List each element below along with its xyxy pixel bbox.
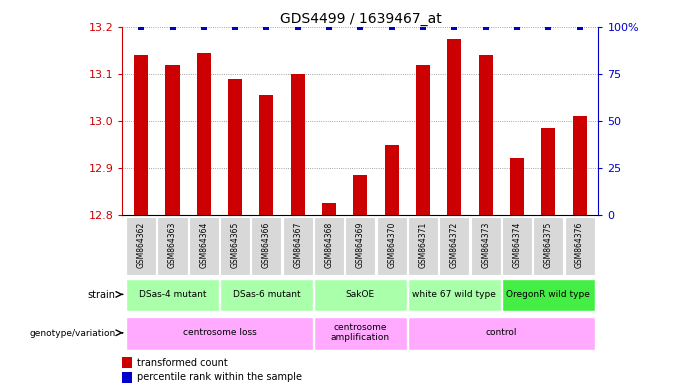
- Point: [511, 24, 522, 30]
- Bar: [510, 158, 524, 215]
- Bar: [408, 279, 500, 311]
- Text: DSas-6 mutant: DSas-6 mutant: [233, 290, 301, 299]
- Bar: [228, 79, 242, 215]
- Bar: [134, 55, 148, 215]
- Bar: [471, 217, 500, 275]
- Text: percentile rank within the sample: percentile rank within the sample: [137, 372, 302, 382]
- Text: centrosome
amplification: centrosome amplification: [331, 323, 390, 343]
- Text: GSM864374: GSM864374: [513, 222, 522, 268]
- Text: genotype/variation: genotype/variation: [29, 329, 116, 338]
- Bar: [447, 39, 462, 215]
- Point: [418, 24, 428, 30]
- Text: OregonR wild type: OregonR wild type: [507, 290, 590, 299]
- Text: GSM864366: GSM864366: [262, 222, 271, 268]
- Bar: [345, 217, 375, 275]
- Text: GSM864362: GSM864362: [137, 222, 146, 268]
- Point: [386, 24, 397, 30]
- Bar: [479, 55, 493, 215]
- Bar: [220, 217, 250, 275]
- Point: [230, 24, 241, 30]
- Bar: [252, 217, 282, 275]
- Text: SakOE: SakOE: [346, 290, 375, 299]
- Text: GSM864363: GSM864363: [168, 222, 177, 268]
- Bar: [126, 217, 156, 275]
- Point: [292, 24, 303, 30]
- Text: GSM864375: GSM864375: [544, 222, 553, 268]
- Text: GSM864364: GSM864364: [199, 222, 208, 268]
- Point: [449, 24, 460, 30]
- Bar: [416, 65, 430, 215]
- Point: [543, 24, 554, 30]
- Text: GSM864373: GSM864373: [481, 222, 490, 268]
- Text: white 67 wild type: white 67 wild type: [412, 290, 496, 299]
- Bar: [573, 116, 587, 215]
- Bar: [541, 129, 556, 215]
- Bar: [259, 95, 273, 215]
- Bar: [122, 357, 132, 368]
- Text: GSM864369: GSM864369: [356, 222, 365, 268]
- Bar: [126, 279, 219, 311]
- Bar: [354, 175, 367, 215]
- Bar: [122, 372, 132, 382]
- Bar: [291, 74, 305, 215]
- Point: [324, 24, 335, 30]
- Text: GSM864370: GSM864370: [387, 222, 396, 268]
- Bar: [408, 318, 594, 349]
- Bar: [220, 279, 313, 311]
- Text: DSas-4 mutant: DSas-4 mutant: [139, 290, 206, 299]
- Point: [167, 24, 178, 30]
- Point: [480, 24, 491, 30]
- Bar: [377, 217, 407, 275]
- Bar: [314, 318, 407, 349]
- Point: [136, 24, 147, 30]
- Text: transformed count: transformed count: [137, 358, 227, 368]
- Bar: [502, 217, 532, 275]
- Bar: [502, 279, 594, 311]
- Bar: [533, 217, 563, 275]
- Bar: [283, 217, 313, 275]
- Bar: [439, 217, 469, 275]
- Text: control: control: [486, 328, 517, 337]
- Point: [261, 24, 272, 30]
- Text: centrosome loss: centrosome loss: [183, 328, 256, 337]
- Bar: [189, 217, 219, 275]
- Text: strain: strain: [88, 290, 116, 300]
- Bar: [165, 65, 180, 215]
- Bar: [126, 318, 313, 349]
- Bar: [158, 217, 188, 275]
- Title: GDS4499 / 1639467_at: GDS4499 / 1639467_at: [279, 12, 441, 26]
- Bar: [408, 217, 438, 275]
- Point: [199, 24, 209, 30]
- Point: [355, 24, 366, 30]
- Bar: [314, 217, 344, 275]
- Text: GSM864376: GSM864376: [575, 222, 584, 268]
- Bar: [314, 279, 407, 311]
- Text: GSM864365: GSM864365: [231, 222, 239, 268]
- Text: GSM864371: GSM864371: [418, 222, 428, 268]
- Bar: [385, 146, 398, 215]
- Text: GSM864368: GSM864368: [324, 222, 334, 268]
- Bar: [197, 53, 211, 215]
- Text: GSM864367: GSM864367: [293, 222, 303, 268]
- Point: [574, 24, 585, 30]
- Text: GSM864372: GSM864372: [450, 222, 459, 268]
- Bar: [564, 217, 594, 275]
- Bar: [322, 203, 336, 215]
